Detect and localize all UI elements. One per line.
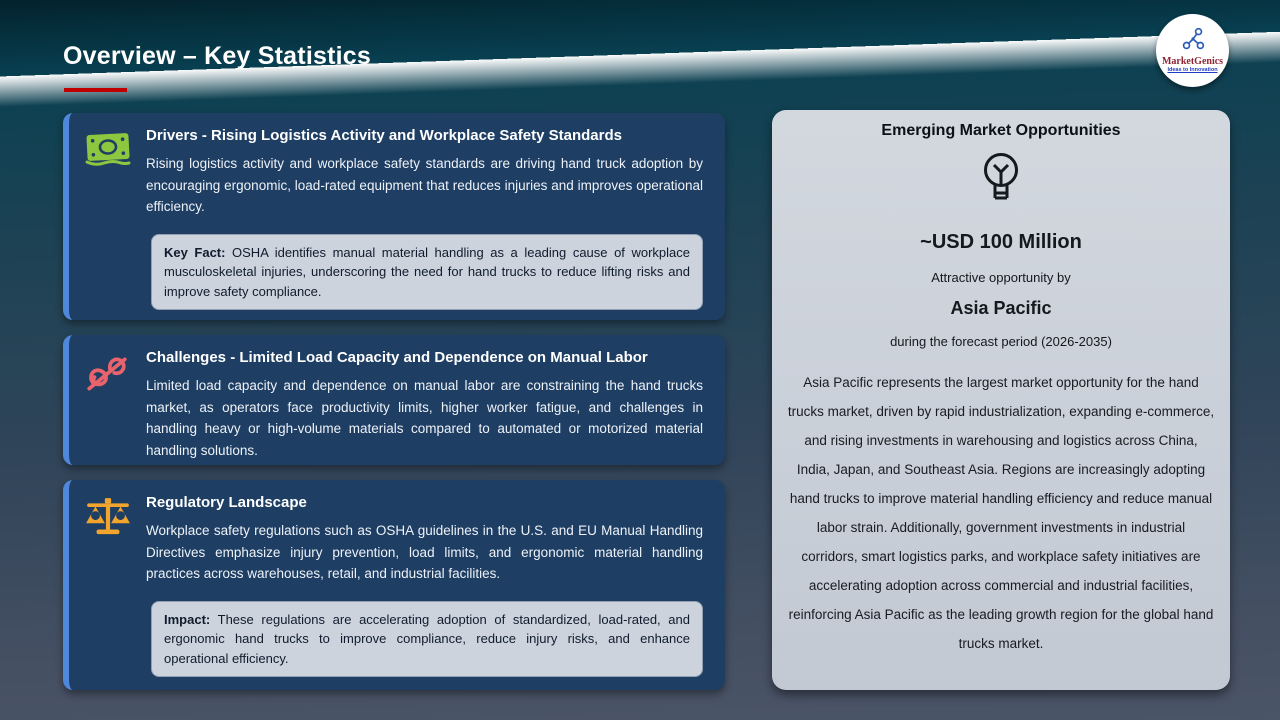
impact-text: These regulations are accelerating adopt… <box>164 611 690 666</box>
regulatory-card: Regulatory Landscape Workplace safety re… <box>63 480 725 690</box>
opportunity-period: during the forecast period (2026-2035) <box>890 334 1112 349</box>
logo-tagline: Ideas to Innovation <box>1167 67 1218 73</box>
key-fact-text: OSHA identifies manual material handling… <box>164 244 690 299</box>
challenges-card: Challenges - Limited Load Capacity and D… <box>63 335 725 465</box>
opportunity-caption: Attractive opportunity by <box>931 270 1071 285</box>
key-fact-box: Key Fact: OSHA identifies manual materia… <box>151 233 703 310</box>
drivers-title: Drivers - Rising Logistics Activity and … <box>146 127 622 144</box>
scales-icon <box>84 494 146 585</box>
molecule-icon <box>1180 27 1206 56</box>
impact-label: Impact: <box>164 611 211 627</box>
page-title: Overview – Key Statistics <box>63 42 371 70</box>
challenges-body: Limited load capacity and dependence on … <box>146 378 703 458</box>
key-fact-label: Key Fact: <box>164 244 226 260</box>
logo-brand: MarketGenics <box>1161 56 1224 67</box>
regulatory-title: Regulatory Landscape <box>146 494 307 511</box>
money-icon <box>84 127 146 218</box>
challenges-title: Challenges - Limited Load Capacity and D… <box>146 349 648 366</box>
opportunity-panel: Emerging Market Opportunities ~USD 100 M… <box>772 110 1230 690</box>
knot-icon <box>84 349 146 461</box>
opportunity-panel-header: Emerging Market Opportunities <box>881 122 1121 139</box>
impact-box: Impact: These regulations are accelerati… <box>151 600 703 677</box>
opportunity-region: Asia Pacific <box>950 298 1052 318</box>
opportunity-value: ~USD 100 Million <box>920 231 1082 253</box>
marketgenics-logo: MarketGenics Ideas to Innovation <box>1156 14 1229 87</box>
opportunity-description: Asia Pacific represents the largest mark… <box>787 375 1215 651</box>
regulatory-body: Workplace safety regulations such as OSH… <box>146 523 703 581</box>
lightbulb-icon <box>772 150 1230 213</box>
drivers-body: Rising logistics activity and workplace … <box>146 156 703 214</box>
drivers-card: Drivers - Rising Logistics Activity and … <box>63 113 725 320</box>
title-underline <box>64 88 127 92</box>
